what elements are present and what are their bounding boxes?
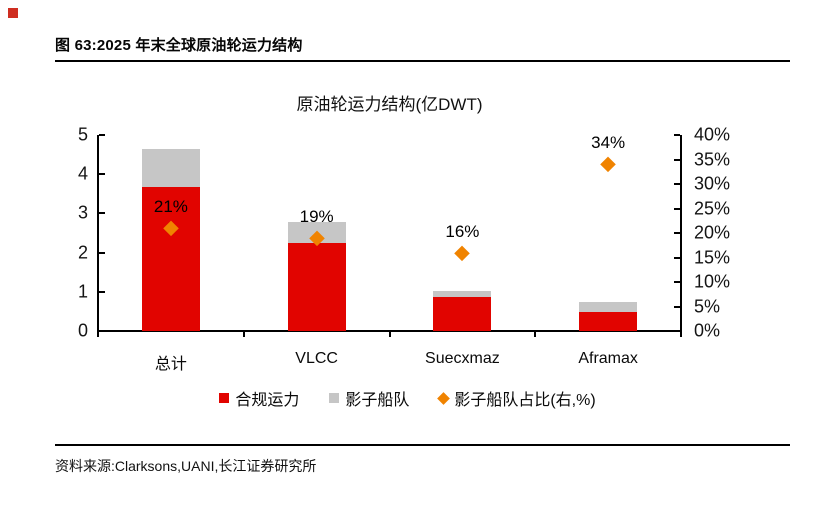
x-axis-tick [242, 332, 245, 337]
left-y-axis-line [97, 135, 99, 332]
x-axis-tick [680, 332, 682, 337]
source-note: 资料来源:Clarksons,UANI,长江证券研究所 [55, 458, 317, 474]
shadow-share-label-3: 34% [591, 133, 626, 153]
right-y-axis-line [680, 135, 682, 332]
legend-item-0: 合规运力 [219, 386, 299, 410]
bar-compliant-1 [287, 243, 346, 331]
right-axis-tick-label: 25% [694, 198, 731, 218]
category-label-2: Suecxmaz [425, 350, 500, 367]
left-axis-tick-label: 5 [77, 124, 88, 145]
legend-label: 影子船队占比(右,%) [454, 392, 596, 409]
right-axis-tick-label: 30% [694, 173, 731, 194]
legend-square-icon [219, 393, 230, 403]
shadow-share-label-2: 16% [445, 221, 480, 241]
shadow-share-label-1: 19% [299, 206, 334, 226]
bar-compliant-0 [141, 187, 200, 331]
bar-shadow-fleet-3 [579, 301, 638, 312]
right-axis-tick-label: 40% [694, 124, 731, 145]
legend-square-icon [329, 393, 340, 403]
right-axis-tick-label: 0% [694, 320, 721, 341]
left-axis-tick-label: 4 [77, 163, 88, 184]
left-axis-tick-label: 3 [77, 202, 88, 223]
x-axis-tick [97, 332, 99, 337]
legend-label: 影子船队 [345, 392, 410, 409]
legend-item-2: 影子船队占比(右,%) [437, 386, 596, 410]
caption-underline [55, 60, 790, 62]
legend-label: 合规运力 [235, 392, 300, 409]
x-axis-line [97, 330, 682, 332]
figure-caption: 图 63:2025 年末全球原油轮运力结构 [55, 37, 303, 54]
right-axis-tick-label: 10% [694, 271, 731, 292]
right-axis-tick [674, 207, 680, 210]
bar-compliant-3 [579, 311, 638, 331]
left-axis-tick-label: 2 [77, 242, 88, 263]
left-axis-tick [99, 212, 105, 215]
shadow-share-diamond-2 [454, 245, 470, 261]
right-axis-tick [674, 183, 680, 185]
right-axis-tick-label: 5% [694, 296, 721, 316]
bar-shadow-fleet-0 [141, 149, 200, 188]
right-axis-tick-label: 35% [694, 149, 731, 169]
left-axis-tick [99, 251, 105, 254]
category-label-0: 总计 [154, 356, 187, 373]
x-axis-tick [388, 332, 391, 337]
bar-shadow-fleet-2 [433, 290, 492, 297]
left-axis-tick [99, 134, 105, 136]
right-axis-tick [674, 232, 680, 234]
footer-rule [55, 444, 790, 446]
right-axis-tick [674, 330, 680, 332]
left-axis-tick [99, 330, 105, 332]
right-axis-tick [674, 158, 680, 161]
legend-item-1: 影子船队 [329, 386, 409, 410]
right-axis-tick [674, 305, 680, 308]
chart-legend: 合规运力 影子船队 影子船队占比(右,%) [0, 386, 815, 410]
right-axis-tick [674, 256, 680, 259]
x-axis-tick [534, 332, 537, 337]
legend-diamond-icon [437, 391, 451, 405]
right-axis-tick [674, 281, 680, 283]
right-axis-tick [674, 134, 680, 136]
left-axis-tick [99, 173, 105, 176]
bar-compliant-2 [433, 296, 492, 331]
category-label-1: VLCC [295, 350, 338, 367]
chart-title: 原油轮运力结构(亿DWT) [296, 95, 483, 114]
shadow-share-label-0: 21% [153, 197, 188, 217]
right-axis-tick-label: 15% [694, 247, 731, 267]
shadow-share-diamond-3 [600, 156, 616, 172]
left-axis-tick-label: 1 [77, 281, 88, 302]
report-logo-square [8, 8, 18, 18]
left-axis-tick-label: 0 [77, 320, 88, 341]
right-axis-tick-label: 20% [694, 222, 731, 243]
category-label-3: Aframax [578, 350, 638, 367]
left-axis-tick [99, 290, 105, 293]
